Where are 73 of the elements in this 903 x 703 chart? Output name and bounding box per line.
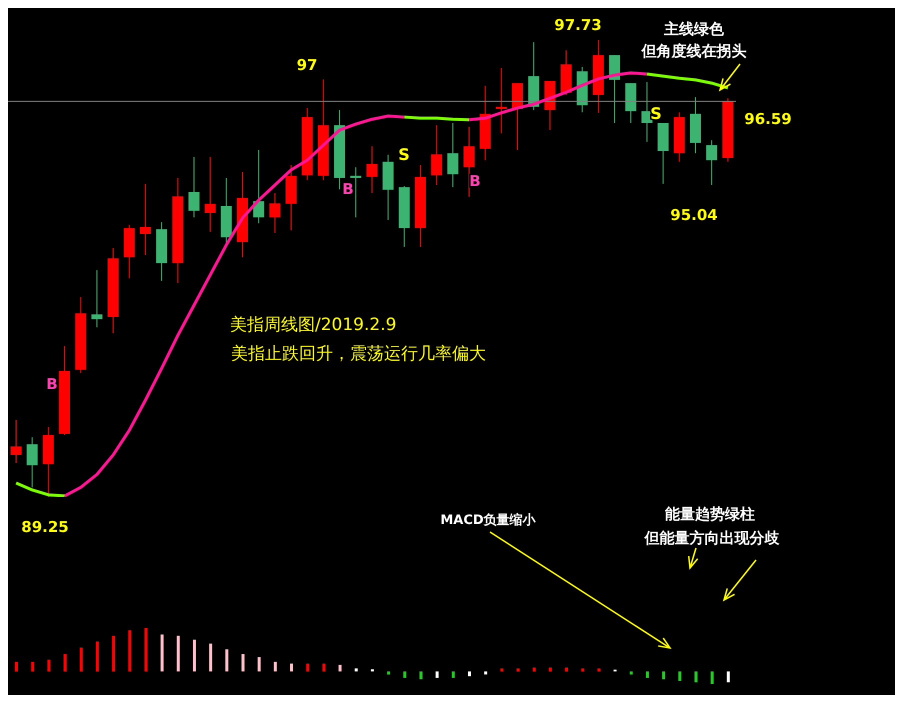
- candlestick: [447, 122, 458, 188]
- bar: [678, 671, 682, 681]
- annotation: 但角度线在拐头: [640, 42, 746, 60]
- bar: [597, 668, 600, 672]
- bar: [290, 664, 294, 672]
- bar: [630, 671, 633, 674]
- annotation: 95.04: [670, 206, 718, 224]
- candlestick: [140, 183, 151, 256]
- bar: [15, 662, 18, 672]
- annotation: S: [398, 145, 410, 164]
- candlestick: [10, 419, 22, 464]
- text: 但能量方向出现分歧: [644, 529, 780, 547]
- candlestick: [269, 192, 280, 234]
- bar: [274, 662, 277, 672]
- bar: [581, 668, 584, 672]
- candlestick: [204, 156, 216, 232]
- bar: [500, 668, 504, 672]
- candlestick: [26, 436, 38, 488]
- bar: [646, 671, 649, 678]
- bar: [144, 628, 148, 672]
- bar: [387, 671, 390, 674]
- bar: [484, 671, 488, 674]
- text: 主线绿色: [663, 20, 725, 38]
- bar: [354, 668, 358, 672]
- bar: [258, 657, 261, 672]
- bar: [662, 671, 666, 680]
- candlestick: [188, 156, 200, 218]
- bar: [176, 636, 180, 672]
- annotation: B: [469, 172, 481, 190]
- bar: [80, 648, 83, 672]
- text: MACD负量缩小: [440, 512, 537, 528]
- bar: [96, 641, 99, 672]
- text: 89.25: [21, 518, 69, 536]
- bar: [452, 671, 455, 678]
- candlestick: [91, 270, 102, 328]
- candlestick: [496, 68, 507, 134]
- bar: [306, 664, 310, 672]
- bar: [209, 644, 212, 672]
- annotation: B: [342, 180, 354, 198]
- bar: [710, 671, 714, 684]
- bar: [419, 671, 422, 680]
- candlestick: [366, 146, 378, 194]
- bar: [241, 654, 244, 672]
- bar: [548, 668, 552, 672]
- annotation: S: [650, 104, 662, 123]
- bar: [322, 664, 326, 672]
- candlestick: [253, 149, 264, 224]
- bar: [64, 654, 67, 672]
- bar: [47, 660, 50, 672]
- candlestick: [431, 124, 442, 186]
- bar: [436, 671, 439, 678]
- bar: [694, 671, 698, 682]
- bar: [31, 662, 34, 672]
- bar: [403, 671, 406, 678]
- bar: [225, 649, 228, 672]
- bar: [338, 664, 342, 672]
- bar: [112, 636, 116, 672]
- annotation: 97: [296, 56, 318, 74]
- text: 96.59: [744, 110, 792, 128]
- text: 美指周线图/2019.2.9: [230, 315, 396, 335]
- text: 能量趋势绿柱: [665, 505, 755, 523]
- candlestick: [706, 140, 718, 186]
- bar: [192, 640, 196, 672]
- text: 美指止跌回升，震荡运行几率偏大: [231, 344, 486, 364]
- bar: [516, 668, 520, 672]
- bar: [128, 630, 132, 672]
- text: 97.73: [554, 16, 602, 34]
- annotation: B: [46, 375, 58, 393]
- bar: [726, 671, 730, 682]
- bar: [468, 671, 471, 676]
- bar: [565, 668, 568, 672]
- bar: [532, 668, 536, 672]
- bar: [160, 634, 164, 672]
